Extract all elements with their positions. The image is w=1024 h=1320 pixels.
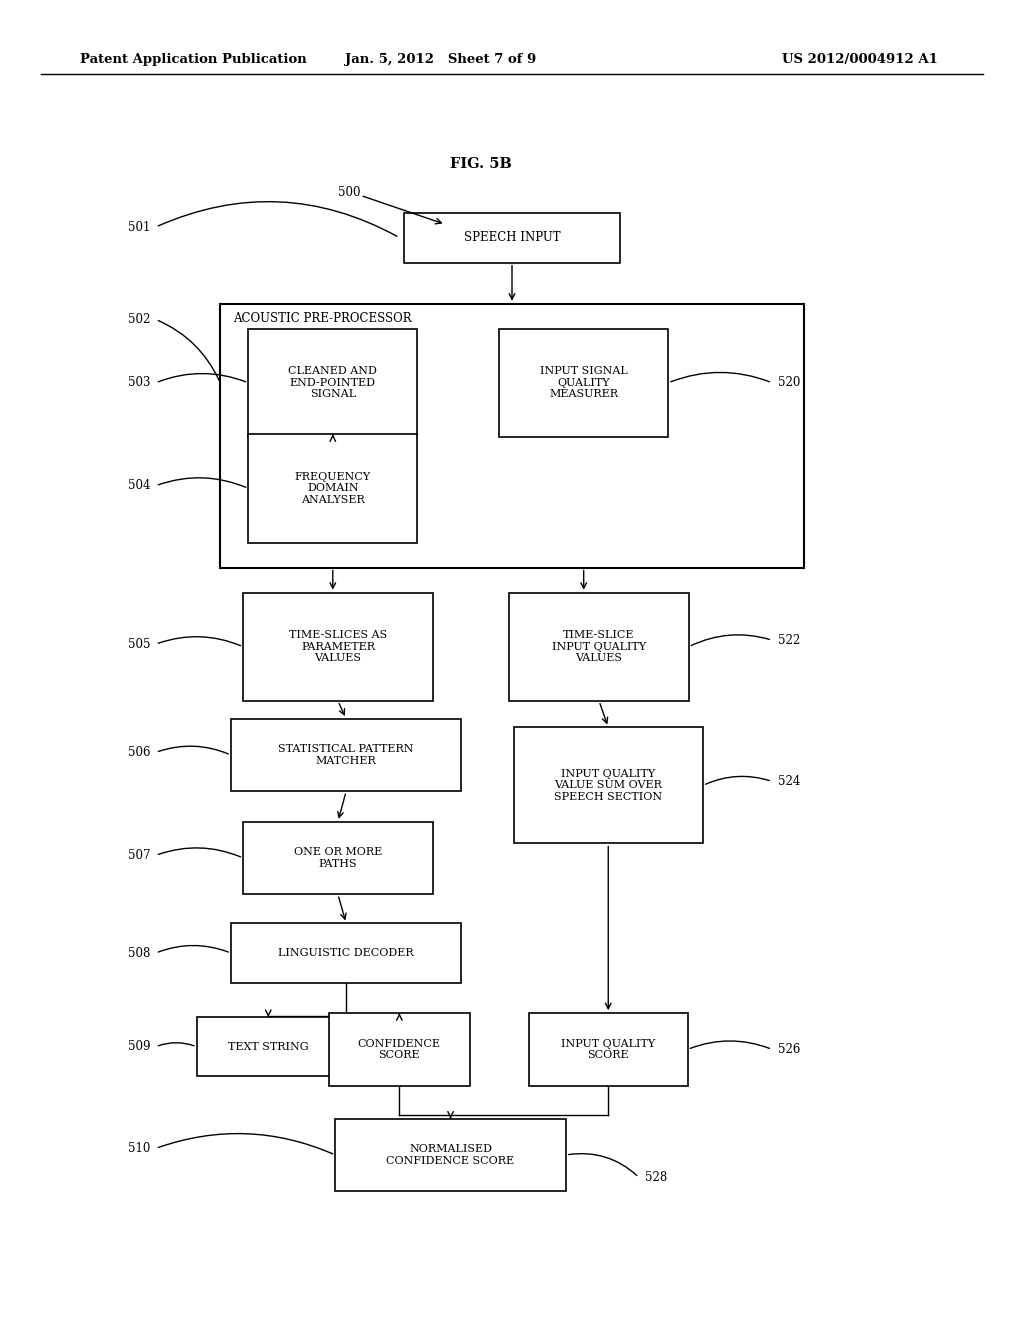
Text: LINGUISTIC DECODER: LINGUISTIC DECODER [279, 948, 414, 958]
Text: ONE OR MORE
PATHS: ONE OR MORE PATHS [294, 847, 382, 869]
Text: 522: 522 [778, 634, 801, 647]
Text: 528: 528 [645, 1171, 668, 1184]
Text: 508: 508 [128, 946, 151, 960]
Text: CLEANED AND
END-POINTED
SIGNAL: CLEANED AND END-POINTED SIGNAL [289, 366, 377, 400]
Text: ACOUSTIC PRE-PROCESSOR: ACOUSTIC PRE-PROCESSOR [233, 312, 412, 325]
Text: STATISTICAL PATTERN
MATCHER: STATISTICAL PATTERN MATCHER [279, 744, 414, 766]
Text: 500: 500 [338, 186, 360, 199]
Bar [244, 593, 432, 701]
Text: FREQUENCY
DOMAIN
ANALYSER: FREQUENCY DOMAIN ANALYSER [295, 471, 371, 506]
Text: 505: 505 [128, 638, 151, 651]
Text: 526: 526 [778, 1043, 801, 1056]
Bar [231, 924, 461, 982]
Text: 520: 520 [778, 376, 801, 389]
Text: TEXT STRING: TEXT STRING [228, 1041, 308, 1052]
Text: 509: 509 [128, 1040, 151, 1053]
Bar [197, 1018, 340, 1077]
Text: NORMALISED
CONFIDENCE SCORE: NORMALISED CONFIDENCE SCORE [386, 1144, 515, 1166]
Text: 507: 507 [128, 849, 151, 862]
Text: SPEECH INPUT: SPEECH INPUT [464, 231, 560, 244]
Text: US 2012/0004912 A1: US 2012/0004912 A1 [782, 53, 938, 66]
Text: INPUT QUALITY
VALUE SUM OVER
SPEECH SECTION: INPUT QUALITY VALUE SUM OVER SPEECH SECT… [554, 768, 663, 803]
Text: 506: 506 [128, 746, 151, 759]
Text: Jan. 5, 2012   Sheet 7 of 9: Jan. 5, 2012 Sheet 7 of 9 [345, 53, 536, 66]
Text: TIME-SLICE
INPUT QUALITY
VALUES: TIME-SLICE INPUT QUALITY VALUES [552, 630, 646, 664]
Bar [248, 434, 418, 543]
Text: INPUT QUALITY
SCORE: INPUT QUALITY SCORE [561, 1039, 655, 1060]
Text: Patent Application Publication: Patent Application Publication [80, 53, 306, 66]
Text: INPUT SIGNAL
QUALITY
MEASURER: INPUT SIGNAL QUALITY MEASURER [540, 366, 628, 400]
Bar [499, 329, 668, 437]
Bar [244, 821, 432, 895]
Text: 502: 502 [128, 313, 151, 326]
Text: 503: 503 [128, 376, 151, 389]
Bar [220, 304, 804, 568]
Text: 504: 504 [128, 479, 151, 492]
Text: 501: 501 [128, 220, 151, 234]
Text: 524: 524 [778, 775, 801, 788]
Bar [513, 727, 702, 843]
Bar [336, 1119, 565, 1191]
Text: 510: 510 [128, 1142, 151, 1155]
Bar [329, 1014, 470, 1085]
Bar [404, 213, 620, 263]
Text: CONFIDENCE
SCORE: CONFIDENCE SCORE [357, 1039, 441, 1060]
Text: FIG. 5B: FIG. 5B [451, 157, 512, 170]
Text: TIME-SLICES AS
PARAMETER
VALUES: TIME-SLICES AS PARAMETER VALUES [289, 630, 387, 664]
Bar [528, 1014, 688, 1085]
Bar [248, 329, 418, 437]
Bar [509, 593, 688, 701]
Bar [231, 718, 461, 792]
